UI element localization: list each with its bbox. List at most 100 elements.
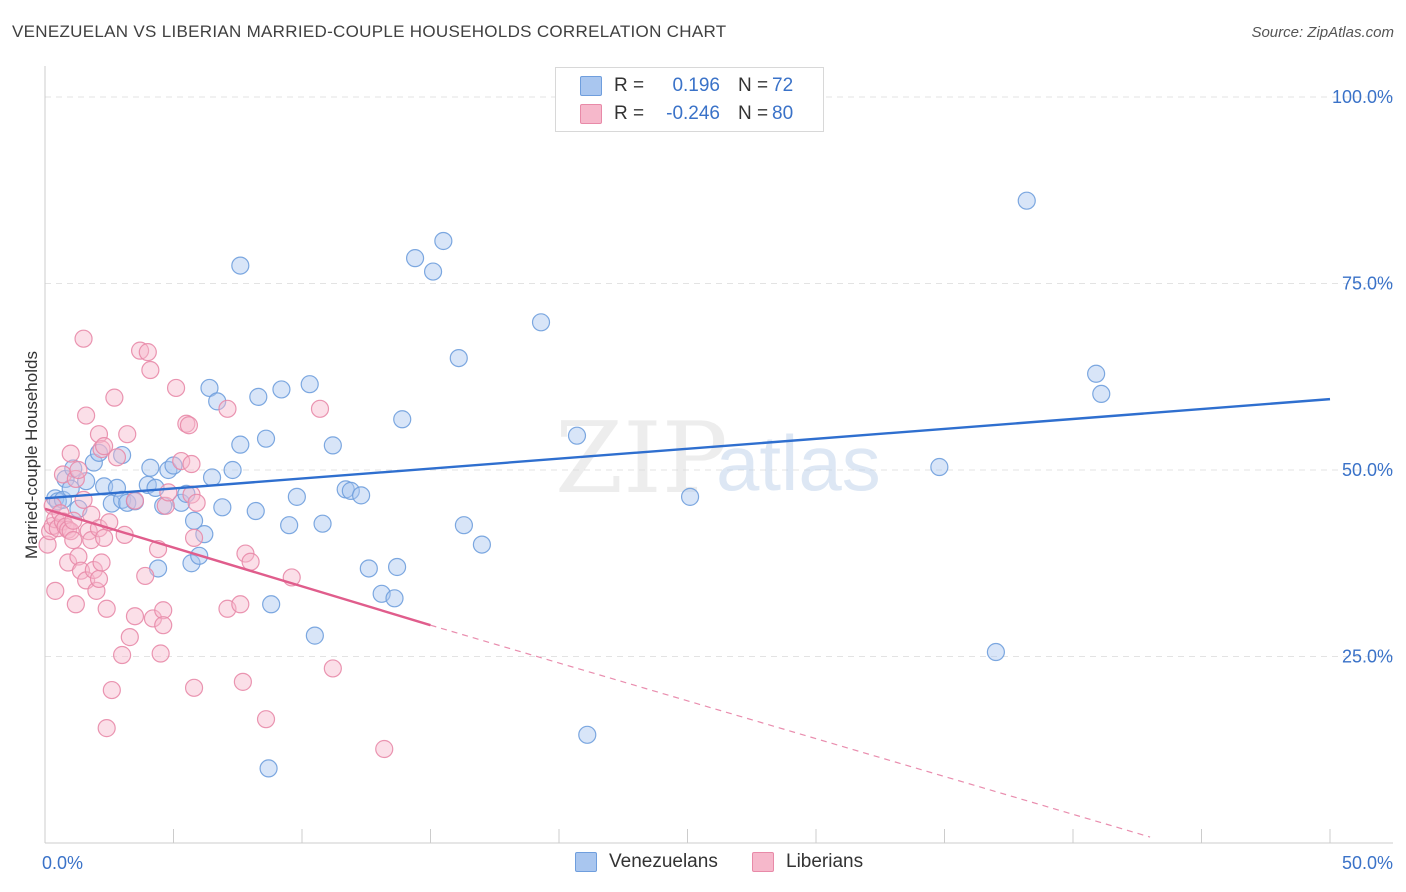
point-venezuelan — [341, 481, 360, 500]
trend-line-liberians — [44, 507, 431, 627]
point-venezuelan — [385, 589, 404, 608]
point-liberian — [375, 739, 394, 759]
point-liberian — [136, 566, 155, 586]
point-liberian — [184, 678, 204, 697]
point-liberian — [125, 491, 145, 510]
point-liberian — [151, 644, 170, 663]
trend-line-liberians-extension — [430, 624, 1151, 838]
point-liberian — [310, 399, 330, 418]
point-liberian — [77, 406, 96, 425]
point-venezuelan — [454, 516, 474, 535]
point-liberian — [231, 595, 250, 614]
y-tick-label: 75.0% — [1342, 274, 1393, 294]
point-venezuelan — [680, 487, 700, 506]
point-liberian — [97, 599, 116, 618]
legend-swatch-venezuelans — [575, 852, 597, 872]
point-liberian — [107, 448, 127, 467]
point-liberian — [184, 528, 204, 547]
point-venezuelan — [141, 458, 160, 477]
point-venezuelan — [280, 516, 299, 535]
point-liberian — [87, 581, 106, 600]
point-venezuelan — [208, 392, 227, 411]
point-liberian — [84, 560, 103, 580]
tick-labels: 25.0% 50.0% 75.0% 100.0% 0.0% 50.0% — [42, 87, 1393, 873]
point-venezuelan — [1087, 364, 1106, 383]
watermark-atlas: atlas — [716, 419, 881, 507]
point-venezuelan — [195, 525, 214, 544]
point-liberian — [187, 493, 206, 512]
point-liberian — [138, 343, 157, 362]
point-venezuelan — [262, 595, 281, 614]
point-liberian — [256, 710, 276, 729]
point-venezuelan — [1017, 191, 1036, 210]
legend-item-venezuelans[interactable]: Venezuelans — [575, 851, 718, 873]
point-venezuelan — [393, 410, 412, 429]
watermark: ZIP atlas — [555, 402, 881, 516]
point-liberian — [89, 425, 109, 444]
legend-label-liberians: Liberians — [786, 851, 864, 872]
point-venezuelan — [259, 759, 278, 778]
point-liberian — [141, 360, 160, 380]
point-liberian — [95, 437, 114, 456]
x-tick-label: 50.0% — [1342, 853, 1393, 873]
stats-row-venezuelans: R = 0.196 N = 72 — [580, 73, 793, 99]
series-legend: Venezuelans Liberians — [0, 851, 1406, 877]
stats-legend: R = 0.196 N = 72 R = -0.246 N = 80 — [555, 67, 824, 132]
point-liberian — [69, 547, 88, 566]
point-venezuelan — [231, 256, 250, 275]
y-tick-label: 100.0% — [1332, 87, 1393, 107]
point-venezuelan — [1092, 384, 1111, 404]
point-liberian — [172, 451, 191, 471]
point-venezuelan — [200, 378, 219, 398]
r-label: R = — [614, 75, 645, 96]
point-venezuelan — [359, 559, 378, 578]
point-venezuelan — [472, 535, 491, 554]
point-liberian — [241, 552, 260, 571]
point-liberian — [182, 454, 201, 474]
point-venezuelan — [182, 554, 201, 573]
swatch-venezuelans — [580, 76, 602, 96]
r-label: R = — [614, 103, 645, 124]
point-liberian — [154, 601, 173, 620]
gridlines — [45, 96, 1395, 657]
swatch-liberians — [580, 104, 602, 124]
r-value: 0.196 — [672, 75, 720, 96]
point-liberian — [92, 553, 111, 572]
point-liberian — [120, 628, 139, 647]
point-liberian — [166, 378, 186, 398]
point-venezuelan — [352, 486, 371, 505]
point-liberian — [59, 553, 78, 572]
chart-title: VENEZUELAN VS LIBERIAN MARRIED-COUPLE HO… — [12, 22, 727, 41]
legend-label-venezuelans: Venezuelans — [609, 851, 718, 872]
point-liberian — [233, 672, 252, 691]
point-venezuelan — [313, 514, 332, 533]
point-venezuelan — [531, 313, 551, 332]
point-liberian — [118, 425, 137, 444]
point-liberian — [95, 528, 114, 547]
point-liberian — [61, 444, 80, 463]
trend-line-venezuelans — [44, 397, 1331, 500]
point-venezuelan — [387, 557, 407, 577]
point-venezuelan — [213, 498, 232, 517]
chart-source: Source: ZipAtlas.com — [1251, 24, 1394, 41]
point-liberian — [46, 581, 65, 600]
point-liberian — [92, 440, 111, 459]
point-liberian — [102, 680, 121, 700]
point-venezuelan — [930, 457, 949, 477]
axes — [44, 66, 1393, 844]
point-liberian — [97, 719, 116, 738]
legend-item-liberians[interactable]: Liberians — [752, 851, 863, 873]
point-liberian — [179, 416, 199, 435]
point-venezuelan — [423, 262, 443, 281]
y-axis-label: Married-couple Households — [22, 351, 41, 559]
point-venezuelan — [256, 429, 276, 448]
point-venezuelan — [567, 426, 587, 445]
y-tick-label: 50.0% — [1342, 460, 1393, 480]
n-value: 72 — [772, 75, 794, 96]
watermark-zip: ZIP — [555, 402, 728, 516]
point-liberian — [74, 329, 93, 348]
point-liberian — [125, 607, 145, 626]
point-venezuelan — [300, 375, 319, 394]
n-value: 80 — [772, 103, 794, 124]
